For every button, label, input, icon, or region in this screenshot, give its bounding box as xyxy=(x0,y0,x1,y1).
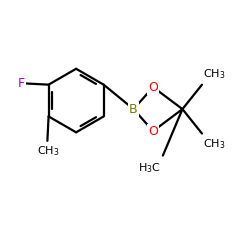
Text: CH$_3$: CH$_3$ xyxy=(203,137,226,151)
Text: O: O xyxy=(148,80,158,94)
Text: CH$_3$: CH$_3$ xyxy=(203,67,226,81)
Text: H$_3$C: H$_3$C xyxy=(138,162,160,175)
Text: F: F xyxy=(18,77,24,90)
Text: O: O xyxy=(148,124,158,138)
Text: CH$_3$: CH$_3$ xyxy=(37,144,60,158)
Text: B: B xyxy=(129,102,138,116)
